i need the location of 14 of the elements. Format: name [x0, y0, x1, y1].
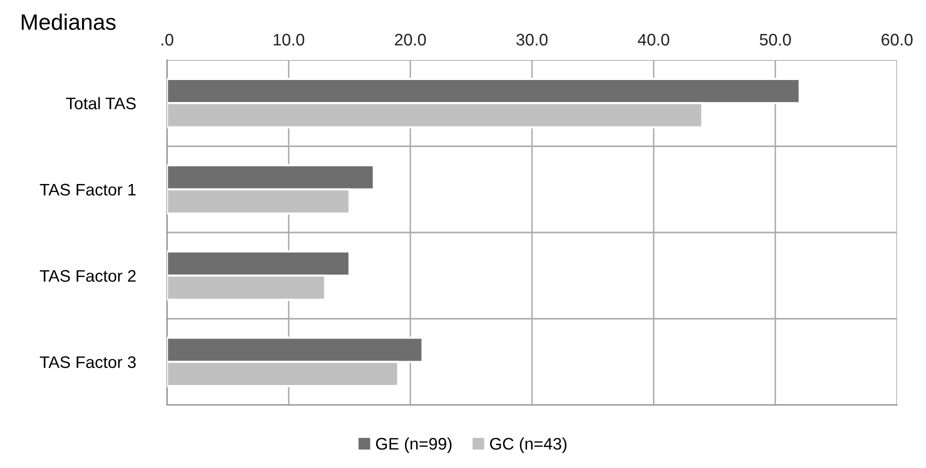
y-tick-label: TAS Factor 3 [40, 356, 136, 368]
legend-label: GE (n=99) [376, 437, 452, 453]
y-tick-label: TAS Factor 2 [40, 270, 136, 282]
x-tick-label: 60.0 [882, 34, 913, 46]
x-tick-label: 10.0 [274, 34, 304, 46]
x-tick-label: 20.0 [394, 34, 426, 46]
x-tick-label: .0 [162, 34, 174, 46]
y-tick-label: TAS Factor 1 [40, 184, 136, 196]
x-tick-label: 50.0 [760, 34, 791, 46]
y-tick-label: Total TAS [66, 97, 136, 110]
chart-title: Medianas [22, 14, 116, 30]
legend-label: GC (n=43) [490, 437, 566, 453]
x-tick-label: 40.0 [638, 34, 670, 46]
x-tick-label: 30.0 [516, 34, 548, 46]
